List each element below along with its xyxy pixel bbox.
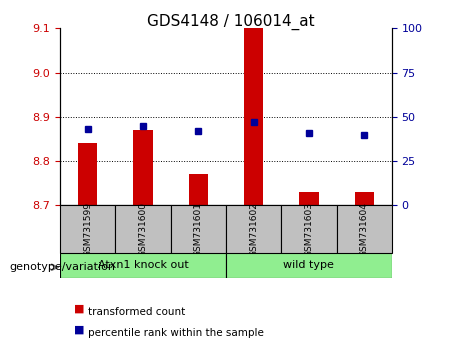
Text: GSM731599: GSM731599 [83, 202, 92, 257]
Text: transformed count: transformed count [88, 307, 185, 316]
Text: GSM731604: GSM731604 [360, 202, 369, 257]
Bar [133, 130, 153, 205]
Bar [299, 192, 319, 205]
FancyBboxPatch shape [226, 253, 392, 278]
FancyBboxPatch shape [60, 253, 226, 278]
Text: GSM731602: GSM731602 [249, 202, 258, 257]
Text: ■: ■ [74, 303, 84, 314]
Bar [189, 174, 208, 205]
Text: wild type: wild type [284, 261, 334, 270]
Text: Atxn1 knock out: Atxn1 knock out [98, 261, 188, 270]
FancyBboxPatch shape [337, 205, 392, 253]
Text: GSM731600: GSM731600 [138, 202, 148, 257]
Bar [244, 0, 263, 205]
Text: percentile rank within the sample: percentile rank within the sample [88, 328, 264, 338]
FancyBboxPatch shape [171, 205, 226, 253]
Text: genotype/variation: genotype/variation [9, 262, 115, 272]
FancyBboxPatch shape [281, 205, 337, 253]
Bar [78, 143, 97, 205]
Bar [355, 192, 374, 205]
FancyBboxPatch shape [226, 205, 281, 253]
Text: GSM731601: GSM731601 [194, 202, 203, 257]
Text: GSM731603: GSM731603 [304, 202, 313, 257]
Text: ■: ■ [74, 325, 84, 335]
FancyBboxPatch shape [115, 205, 171, 253]
FancyBboxPatch shape [60, 205, 115, 253]
Text: GDS4148 / 106014_at: GDS4148 / 106014_at [147, 14, 314, 30]
